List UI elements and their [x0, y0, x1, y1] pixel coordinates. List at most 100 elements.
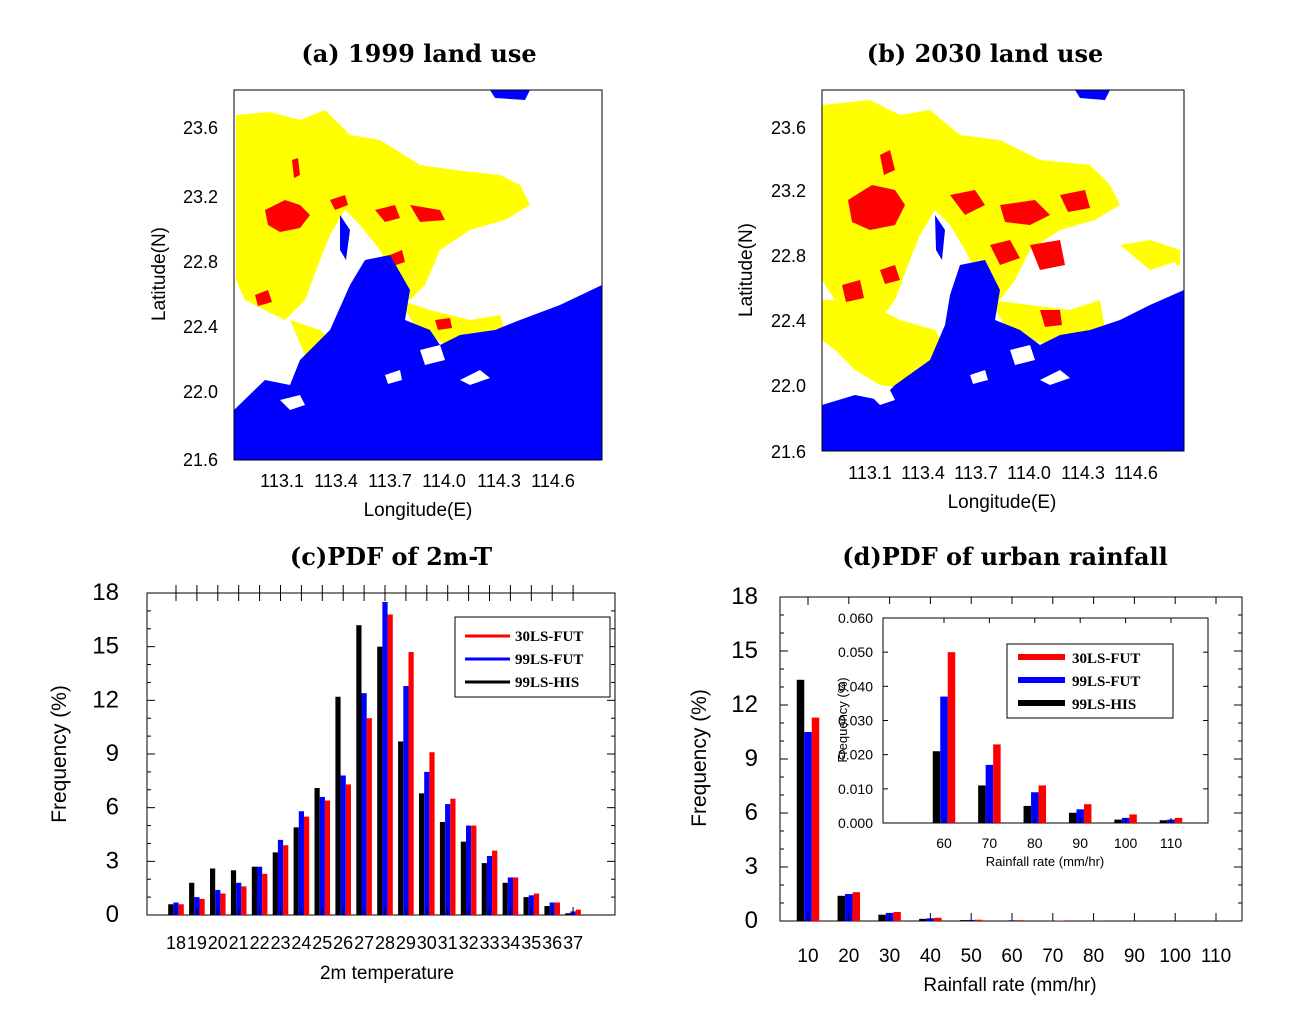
chart-c-xtick-label: 22 [250, 933, 270, 953]
chart-c-xtick-label: 24 [291, 933, 311, 953]
chart-c-xtick-label: 21 [229, 933, 249, 953]
chart-c-bar [544, 906, 550, 915]
chart-d-ylabel: Frequency (%) [688, 689, 711, 827]
inset-bar [1076, 809, 1084, 823]
chart-d-xtick-label: 50 [961, 946, 982, 967]
inset-yticks: 0.000 0.010 0.020 0.030 0.040 0.050 0.060 [838, 610, 1208, 831]
chart-d-xticks: 10 20 30 40 50 60 70 80 90 100 110 [797, 597, 1231, 967]
chart-c-bar [481, 863, 487, 915]
chart-c-xtick-label: 28 [375, 933, 395, 953]
chart-c-bar [403, 686, 409, 915]
map-b-xtick: 113.7 [954, 463, 998, 483]
chart-d-ytick-label: 9 [745, 745, 758, 772]
chart-d-bar [1015, 920, 1024, 921]
map-b-ytick: 22.0 [771, 376, 806, 396]
chart-c-xtick-label: 30 [417, 933, 437, 953]
chart-c-bar [168, 904, 174, 915]
inset-bar [993, 744, 1001, 823]
chart-c-bar [513, 877, 519, 915]
chart-d-bar [804, 732, 812, 921]
chart-c-bar [335, 696, 341, 915]
chart-d-bar [974, 919, 983, 921]
chart-c-bar [492, 850, 498, 915]
legend-c-label: 30LS-FUT [515, 629, 583, 645]
inset-bar [1129, 814, 1137, 823]
chart-d-ytick-label: 12 [731, 691, 758, 718]
chart-c-bar [345, 784, 351, 915]
chart-d-bar [919, 918, 927, 921]
chart-d-bar [845, 894, 853, 921]
inset-ytick-label: 0.060 [838, 610, 873, 626]
chart-c-bar [215, 889, 221, 915]
chart-d-xtick-label: 60 [1001, 946, 1022, 967]
chart-c-bar [424, 771, 430, 915]
map-b-xtick: 114.6 [1114, 463, 1158, 483]
chart-d-ytick-label: 18 [731, 583, 758, 610]
chart-c-yticks: 0 3 6 9 12 15 18 [92, 579, 615, 928]
inset-bars [932, 652, 1183, 823]
chart-c-bar [565, 913, 571, 915]
inset-bar [1038, 785, 1047, 823]
map-a-xtick: 113.4 [314, 471, 358, 491]
chart-c-bar [210, 868, 216, 915]
chart-c-bar [241, 886, 247, 915]
chart-c-bar [554, 902, 560, 915]
chart-c-xtick-label: 33 [479, 933, 499, 953]
chart-c-bar [361, 693, 367, 915]
chart-c-xtick-label: 29 [396, 933, 416, 953]
map-b-xtick: 114.3 [1061, 463, 1105, 483]
map-a-ticks: 23.6 23.2 22.8 22.4 22.0 21.6 113.1 113.… [183, 118, 575, 491]
legend-d-label: 30LS-FUT [1072, 651, 1140, 667]
chart-c-bar [382, 601, 388, 915]
chart-d-bar [878, 914, 886, 921]
inset-ytick-label: 0.020 [838, 747, 873, 763]
chart-d-xlabel: Rainfall rate (mm/hr) [923, 975, 1096, 996]
chart-c-bar [575, 909, 581, 915]
chart-d-xtick-label: 110 [1201, 946, 1231, 967]
chart-c-bar [523, 897, 529, 915]
chart-c-bar [319, 796, 325, 915]
chart-c-bar [450, 798, 456, 915]
map-b-ytick: 22.8 [771, 246, 806, 266]
inset-xlabel: Rainfall rate (mm/hr) [986, 854, 1104, 869]
chart-c-bar [262, 873, 268, 915]
inset-xticks: 60 70 80 90 100 110 [936, 618, 1182, 851]
chart-c-xtick-label: 19 [187, 933, 207, 953]
legend-d-label: 99LS-HIS [1072, 697, 1136, 713]
chart-c-bar [528, 895, 534, 915]
chart-c-bar [199, 898, 205, 915]
chart-c-ytick-label: 6 [106, 794, 119, 821]
chart-d-xtick-label: 40 [920, 946, 941, 967]
chart-c-bar [429, 752, 435, 915]
map-b-xlabel: Longitude(E) [948, 492, 1057, 513]
chart-c-bar [533, 893, 540, 915]
map-a-xtick: 113.7 [368, 471, 412, 491]
panel-a-title: (a) 1999 land use [301, 39, 536, 68]
inset-bar [985, 764, 994, 823]
chart-d-xtick-label: 100 [1159, 946, 1191, 967]
chart-c-bar [194, 897, 200, 915]
chart-c-bar [502, 882, 508, 915]
legend-c-label: 99LS-HIS [515, 675, 579, 691]
inset-xtick-label: 100 [1114, 835, 1138, 851]
panel-d-chart: 0 3 6 9 12 15 18 10 20 30 40 50 60 70 80 90 100 110 Rain… [688, 583, 1243, 996]
inset-bar [1083, 804, 1092, 823]
chart-c-bar [283, 845, 289, 915]
map-a-xtick: 114.6 [531, 471, 575, 491]
map-a-ytick: 22.8 [183, 252, 218, 272]
chart-d-ytick-label: 15 [731, 637, 758, 664]
chart-c-bar [377, 646, 383, 915]
inset-bar [1068, 812, 1077, 823]
inset-ylabel: Frequency (%) [835, 677, 850, 762]
chart-c-bar [324, 800, 331, 915]
chart-c-bar [230, 870, 237, 915]
map-a-ytick: 22.0 [183, 382, 218, 402]
map-b-land-use-field [822, 90, 1184, 451]
chart-c-bar [314, 787, 320, 915]
chart-d-xtick-label: 10 [797, 946, 818, 967]
chart-c-xtick-label: 27 [354, 933, 374, 953]
map-a-xtick: 114.0 [422, 471, 466, 491]
chart-c-bar [366, 718, 372, 915]
chart-c-bar [178, 904, 184, 915]
